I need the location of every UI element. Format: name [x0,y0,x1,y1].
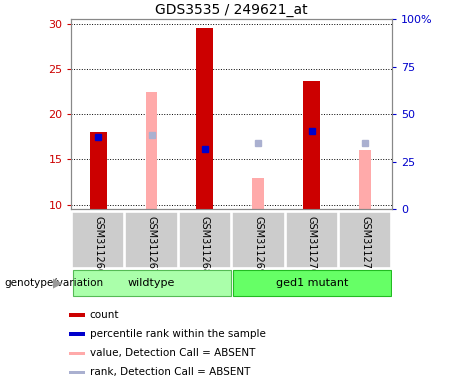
Bar [146,92,157,209]
Text: GSM311267: GSM311267 [147,216,157,275]
Text: ▶: ▶ [53,277,62,290]
Bar [232,212,284,268]
Bar [69,371,84,374]
Bar [69,313,84,316]
Bar [179,212,231,268]
Text: GSM311269: GSM311269 [254,216,263,275]
Text: GSM311270: GSM311270 [307,216,317,275]
Text: rank, Detection Call = ABSENT: rank, Detection Call = ABSENT [90,367,250,377]
Bar [359,151,371,209]
Bar [285,212,338,268]
Text: value, Detection Call = ABSENT: value, Detection Call = ABSENT [90,348,255,358]
Bar [69,332,84,336]
Text: percentile rank within the sample: percentile rank within the sample [90,329,266,339]
Text: count: count [90,310,119,320]
Bar [339,212,391,268]
Bar [72,212,124,268]
Bar [253,178,264,209]
Bar [303,81,320,209]
Bar [196,28,213,209]
Text: wildtype: wildtype [128,278,175,288]
Title: GDS3535 / 249621_at: GDS3535 / 249621_at [155,3,308,17]
Text: ged1 mutant: ged1 mutant [276,278,348,288]
Bar [89,132,106,209]
Bar [72,270,230,296]
Bar [125,212,178,268]
Bar [233,270,391,296]
Text: GSM311266: GSM311266 [93,216,103,275]
Text: genotype/variation: genotype/variation [5,278,104,288]
Bar [69,352,84,355]
Text: GSM311271: GSM311271 [360,216,370,275]
Text: GSM311268: GSM311268 [200,216,210,275]
